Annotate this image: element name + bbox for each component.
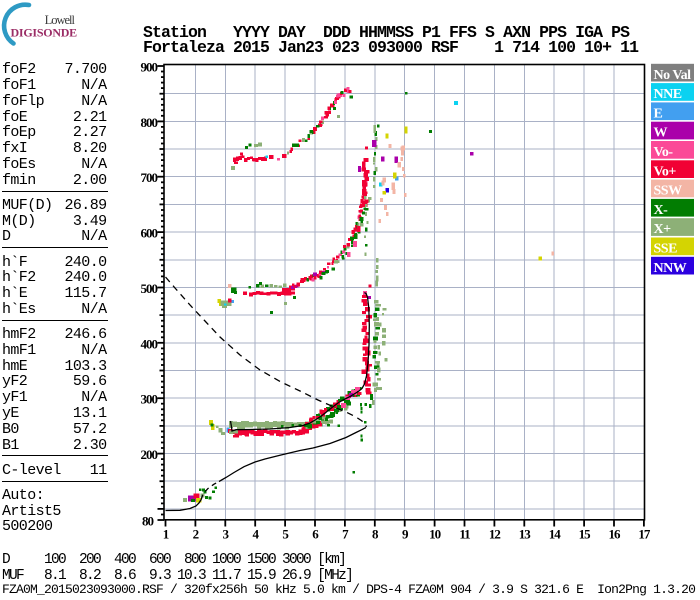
- svg-text:6: 6: [312, 527, 319, 542]
- svg-text:SSW: SSW: [654, 184, 683, 199]
- svg-text:W: W: [654, 126, 668, 141]
- svg-text:X+: X+: [654, 222, 672, 237]
- svg-text:800: 800: [141, 115, 158, 130]
- svg-text:16: 16: [609, 527, 622, 542]
- svg-text:5: 5: [282, 527, 289, 542]
- svg-text:No Val: No Val: [654, 68, 692, 83]
- svg-text:NNE: NNE: [654, 87, 682, 102]
- svg-text:400: 400: [141, 336, 158, 351]
- svg-text:9: 9: [402, 527, 409, 542]
- svg-text:80: 80: [142, 514, 154, 529]
- svg-text:11: 11: [459, 527, 470, 542]
- svg-text:SSE: SSE: [654, 242, 678, 257]
- svg-text:3: 3: [223, 527, 230, 542]
- svg-text:E: E: [654, 106, 663, 121]
- svg-text:15: 15: [579, 527, 592, 542]
- svg-text:10: 10: [429, 527, 441, 542]
- svg-text:500: 500: [141, 281, 158, 296]
- svg-text:300: 300: [141, 392, 158, 407]
- svg-text:1: 1: [163, 527, 169, 542]
- svg-text:8: 8: [372, 527, 379, 542]
- svg-text:600: 600: [141, 226, 158, 241]
- svg-text:Lowell: Lowell: [45, 13, 76, 27]
- svg-text:200: 200: [141, 447, 158, 462]
- svg-text:7: 7: [342, 527, 349, 542]
- svg-text:2: 2: [193, 527, 199, 542]
- svg-text:12: 12: [489, 527, 501, 542]
- svg-text:DIGISONDE: DIGISONDE: [11, 26, 78, 40]
- svg-text:17: 17: [638, 527, 651, 542]
- svg-text:900: 900: [141, 60, 158, 75]
- svg-text:Vo+: Vo+: [654, 164, 677, 179]
- svg-text:X-: X-: [654, 203, 669, 218]
- svg-text:13: 13: [519, 527, 532, 542]
- svg-text:Vo-: Vo-: [654, 145, 674, 160]
- svg-text:14: 14: [549, 527, 562, 542]
- svg-text:4: 4: [252, 527, 259, 542]
- svg-text:NNW: NNW: [654, 261, 687, 276]
- svg-text:700: 700: [141, 170, 158, 185]
